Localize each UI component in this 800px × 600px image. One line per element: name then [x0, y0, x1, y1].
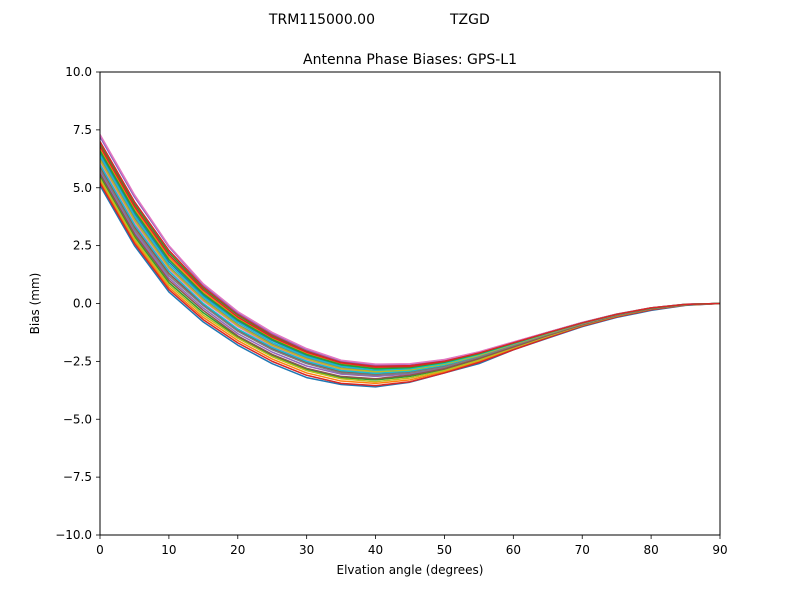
x-tick-label: 70 [575, 543, 590, 557]
x-tick-label: 40 [368, 543, 383, 557]
y-tick-label: 0.0 [73, 297, 92, 311]
x-axis: 0 10 20 30 40 50 60 70 80 90 [96, 535, 728, 557]
y-tick-label: 2.5 [73, 239, 92, 253]
y-tick-label: 10.0 [65, 65, 92, 79]
x-tick-label: 60 [506, 543, 521, 557]
y-tick-label: −5.0 [63, 412, 92, 426]
series-layer [100, 134, 720, 388]
y-axis-label: Bias (mm) [28, 273, 42, 335]
y-tick-label: −7.5 [63, 470, 92, 484]
x-tick-label: 90 [712, 543, 727, 557]
x-tick-label: 80 [643, 543, 658, 557]
y-tick-label: −10.0 [55, 528, 92, 542]
x-tick-label: 50 [437, 543, 452, 557]
plot-area [99, 71, 721, 536]
y-axis: 10.0 7.5 5.0 2.5 0.0 −2.5 −5.0 −7.5 −10.0 [55, 65, 100, 542]
series-line-22 [100, 145, 720, 368]
x-tick-label: 0 [96, 543, 104, 557]
y-tick-label: −2.5 [63, 354, 92, 368]
x-tick-label: 10 [161, 543, 176, 557]
x-axis-label: Elvation angle (degrees) [337, 563, 484, 577]
x-tick-label: 30 [299, 543, 314, 557]
x-tick-label: 20 [230, 543, 245, 557]
series-line-4 [100, 182, 720, 387]
chart-title: Antenna Phase Biases: GPS-L1 [303, 52, 517, 68]
suptitle-antenna: TRM115000.00 [268, 12, 375, 28]
y-tick-label: 5.0 [73, 181, 92, 195]
suptitle-radome: TZGD [449, 12, 490, 28]
y-tick-label: 7.5 [73, 123, 92, 137]
